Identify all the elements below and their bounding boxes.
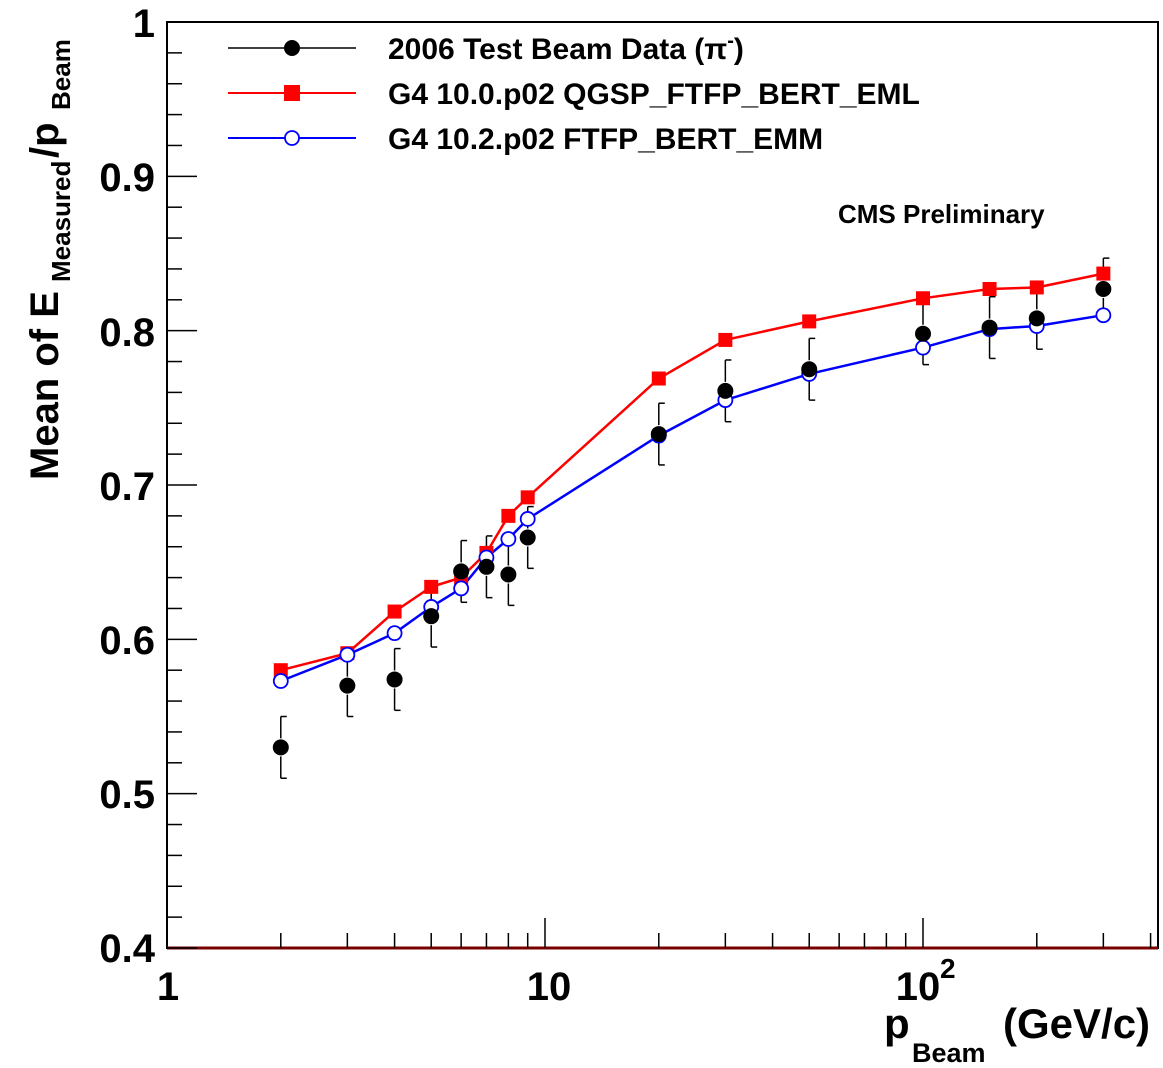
x-tick-label: 1 [157, 965, 179, 1009]
series-line-1 [280, 272, 1104, 672]
y-tick-label: 0.7 [99, 465, 155, 509]
data-point [651, 371, 666, 386]
legend-label-qgsp: G4 10.0.p02 QGSP_FTFP_BERT_EML [388, 78, 920, 111]
legend-label-data-end: ) [734, 33, 744, 66]
data-point [272, 739, 289, 756]
data-point [423, 608, 440, 625]
legend-entry-data: 2006 Test Beam Data (π-) [228, 30, 744, 66]
data-point [520, 490, 535, 505]
data-point [273, 663, 288, 678]
y-tick-label: 0.6 [99, 619, 155, 663]
data-point [519, 511, 536, 527]
y-tick-label: 0.9 [99, 156, 155, 200]
data-point [453, 580, 470, 597]
x-axis-title-subscript: Beam [912, 1038, 986, 1068]
data-point [1029, 280, 1044, 295]
x-axis-ticks [166, 918, 1152, 948]
legend-label-data-main: 2006 Test Beam Data (π [388, 33, 727, 66]
data-point [802, 314, 817, 329]
legend-label-data-superscript: - [727, 30, 734, 52]
plot-frame [166, 21, 1159, 949]
y-axis-title: Mean of E Measured /p Beam [23, 39, 76, 480]
x-axis-title-main: p [884, 1000, 910, 1047]
data-point [801, 361, 818, 378]
legend-entry-qgsp: G4 10.0.p02 QGSP_FTFP_BERT_EML [228, 78, 920, 111]
y-tick-labels: 0.4 0.5 0.6 0.7 0.8 0.9 1 [99, 2, 155, 971]
data-point [453, 563, 470, 580]
data-point [1095, 307, 1112, 324]
data-point [981, 319, 998, 336]
legend: 2006 Test Beam Data (π-) G4 10.0.p02 QGS… [228, 30, 920, 156]
x-tick-label: 10 [896, 965, 941, 1009]
y-axis-title-subscript-1: Measured [46, 161, 76, 282]
data-point [424, 579, 439, 594]
legend-marker-data [284, 40, 300, 56]
data-point [915, 325, 931, 342]
legend-entry-ftfp: G4 10.2.p02 FTFP_BERT_EMM [228, 123, 823, 156]
data-point [478, 558, 495, 575]
x-axis-title: p Beam (GeV/c) [884, 1000, 1150, 1068]
x-tick-label: 10 [527, 965, 572, 1009]
data-point [717, 382, 734, 399]
data-point [386, 625, 403, 642]
data-point [386, 671, 403, 688]
series-layer [272, 257, 1112, 779]
legend-marker-ftfp [284, 130, 300, 146]
y-tick-label: 0.4 [99, 927, 155, 971]
data-point [501, 508, 516, 523]
y-axis-title-main: Mean of E [23, 291, 67, 480]
data-point [387, 604, 402, 619]
data-point [272, 673, 289, 689]
data-point [1095, 280, 1112, 297]
data-point [650, 426, 667, 443]
series-line-2 [280, 313, 1104, 683]
legend-marker-qgsp [284, 85, 300, 101]
data-point [339, 646, 356, 663]
data-point [500, 566, 517, 583]
y-axis-title-subscript-2: Beam [46, 39, 76, 110]
y-tick-label: 0.8 [99, 311, 155, 355]
y-axis-title-mid: /p [23, 122, 67, 158]
legend-label-ftfp: G4 10.2.p02 FTFP_BERT_EMM [388, 123, 823, 156]
cms-preliminary-label: CMS Preliminary [838, 199, 1045, 229]
legend-label-data: 2006 Test Beam Data (π-) [388, 30, 744, 66]
y-axis-ticks [167, 21, 197, 949]
x-tick-label-exponent: 2 [940, 953, 956, 984]
y-tick-label: 0.5 [99, 773, 155, 817]
data-point [718, 332, 733, 347]
data-point [1028, 310, 1045, 327]
data-point [1096, 266, 1111, 281]
y-tick-label: 1 [133, 2, 155, 46]
data-point [915, 339, 931, 356]
x-axis-title-unit: (GeV/c) [1003, 1000, 1150, 1047]
data-point [500, 531, 517, 547]
data-point [339, 677, 356, 694]
data-point [982, 281, 997, 296]
data-point [916, 291, 930, 306]
data-point [519, 529, 536, 546]
x-tick-labels: 1 10 10 2 [157, 953, 956, 1009]
